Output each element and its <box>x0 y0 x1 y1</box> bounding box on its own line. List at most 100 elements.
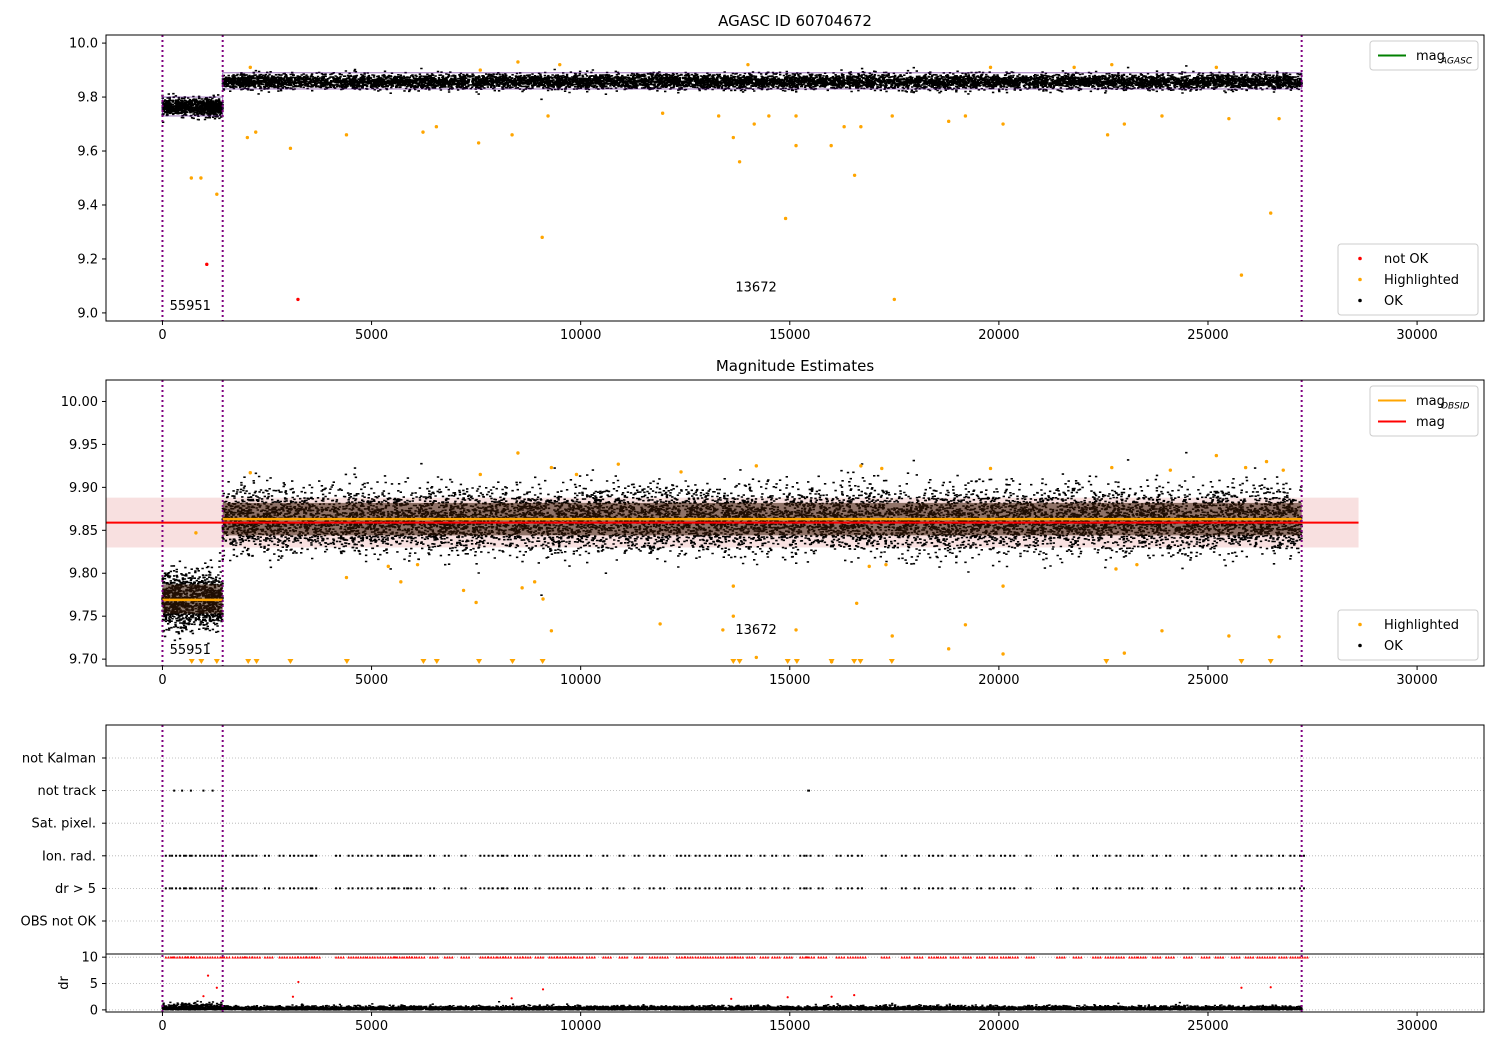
legend-label: mag <box>1416 415 1445 430</box>
legend-dot-swatch <box>1358 277 1362 282</box>
axes-frame <box>105 379 1485 667</box>
legend-dot-swatch <box>1358 622 1362 627</box>
highlighted-point <box>890 114 894 118</box>
y-tick-label: 10 <box>81 951 98 966</box>
highlighted-point <box>616 462 621 466</box>
highlighted-point <box>478 472 482 477</box>
flags-panel: not Kalman not track Sat. pixel. Ion. rad. d… <box>21 724 1485 1034</box>
highlighted-point <box>1072 65 1076 70</box>
dr-outlier-point <box>1240 986 1243 989</box>
axes: not Kalman not track Sat. pixel. Ion. rad. d… <box>21 724 1485 1034</box>
off-scale-marker <box>343 659 350 664</box>
legend-dot-swatch <box>1358 256 1362 261</box>
highlighted-point <box>386 564 390 569</box>
y-tick-label: 9.90 <box>69 481 98 496</box>
highlighted-point <box>1110 465 1114 470</box>
highlighted-point <box>574 472 579 477</box>
highlighted-point <box>829 143 833 148</box>
highlighted-point <box>1243 465 1248 470</box>
highlighted-point <box>731 584 736 588</box>
legend-label-subscript: AGASC <box>1440 57 1473 67</box>
legend-label: OK <box>1384 294 1403 309</box>
highlighted-point <box>988 466 993 471</box>
dr-outlier-point <box>206 974 210 977</box>
highlighted-point <box>248 65 252 70</box>
highlighted-point <box>946 647 951 651</box>
off-scale-marker <box>1238 659 1245 664</box>
dr-outlier-point <box>202 995 205 998</box>
highlighted-point <box>1214 453 1219 458</box>
legend-box <box>1369 40 1479 71</box>
off-scale-marker <box>888 659 895 664</box>
highlighted-point <box>731 614 736 618</box>
legend-label: mag <box>1416 394 1445 409</box>
highlighted-point <box>344 575 349 580</box>
off-scale-marker <box>828 659 835 664</box>
highlighted-point <box>344 133 349 137</box>
highlighted-point <box>1214 65 1219 70</box>
legend-dot-swatch <box>1358 643 1362 648</box>
obsid-label: 13672 <box>735 280 776 295</box>
x-tick-label: 15000 <box>769 1019 810 1034</box>
highlighted-point <box>520 586 524 590</box>
highlighted-point <box>988 65 993 70</box>
dr-outlier-point <box>291 995 295 998</box>
highlighted-point <box>1269 211 1273 215</box>
off-scale-marker <box>433 659 440 664</box>
highlighted-point <box>794 143 798 148</box>
off-scale-marker <box>1103 659 1110 664</box>
highlighted-point <box>215 192 219 196</box>
off-scale-marker <box>1267 659 1274 664</box>
highlighted-point <box>541 597 545 601</box>
legend-box <box>1337 243 1479 316</box>
dr-outlier-point <box>730 997 733 1000</box>
highlighted-point <box>884 562 888 567</box>
x-tick-label: 25000 <box>1187 1019 1228 1034</box>
plot-area <box>106 725 1484 1012</box>
highlighted-point <box>461 588 466 593</box>
highlighted-point <box>1168 468 1173 472</box>
x-tick-label: 15000 <box>769 328 810 343</box>
off-scale-marker <box>476 659 483 664</box>
highlighted-point <box>859 464 863 468</box>
x-tick-label: 30000 <box>1396 1019 1437 1034</box>
highlighted-point <box>549 465 554 470</box>
highlighted-point <box>1227 634 1231 638</box>
highlighted-point <box>516 451 520 455</box>
x-tick-label: 25000 <box>1187 328 1228 343</box>
flag-row-label: OBS not OK <box>21 915 97 930</box>
highlighted-point <box>510 133 514 137</box>
highlighted-point <box>721 628 725 632</box>
x-tick-label: 10000 <box>560 1019 601 1034</box>
dr-outlier-point <box>786 996 789 999</box>
highlighted-point <box>1264 459 1269 464</box>
dr-outlier-point <box>510 997 513 1000</box>
flag-row-label: Ion. rad. <box>42 849 96 864</box>
highlighted-point <box>679 470 683 474</box>
x-tick-label: 0 <box>158 1019 166 1034</box>
off-scale-marker <box>539 659 546 664</box>
off-scale-marker <box>287 659 294 664</box>
off-scale-marker <box>730 659 737 664</box>
agasc-panel: AGASC ID 60704672 55951 13672 0 5000 10000 1… <box>69 12 1485 343</box>
highlighted-point <box>737 160 742 164</box>
y-tick-label: 9.80 <box>69 567 98 582</box>
highlighted-point <box>1001 652 1005 656</box>
dr-outlier-point <box>297 980 300 984</box>
plot-area: 55951 13672 <box>106 380 1359 666</box>
y-tick-label: 10.00 <box>61 395 98 410</box>
chart-title: AGASC ID 60704672 <box>718 12 872 30</box>
off-scale-marker <box>851 659 858 664</box>
highlighted-point <box>859 125 863 129</box>
x-tick-label: 20000 <box>978 328 1019 343</box>
off-scale-marker <box>420 659 427 664</box>
x-tick-label: 20000 <box>978 1019 1019 1034</box>
highlighted-point <box>1239 273 1244 277</box>
y-tick-label: 9.2 <box>77 252 98 267</box>
highlighted-point <box>1122 122 1127 126</box>
highlighted-point <box>658 622 662 626</box>
highlighted-point <box>415 562 420 567</box>
highlighted-point <box>532 580 537 584</box>
highlighted-point <box>434 125 439 129</box>
